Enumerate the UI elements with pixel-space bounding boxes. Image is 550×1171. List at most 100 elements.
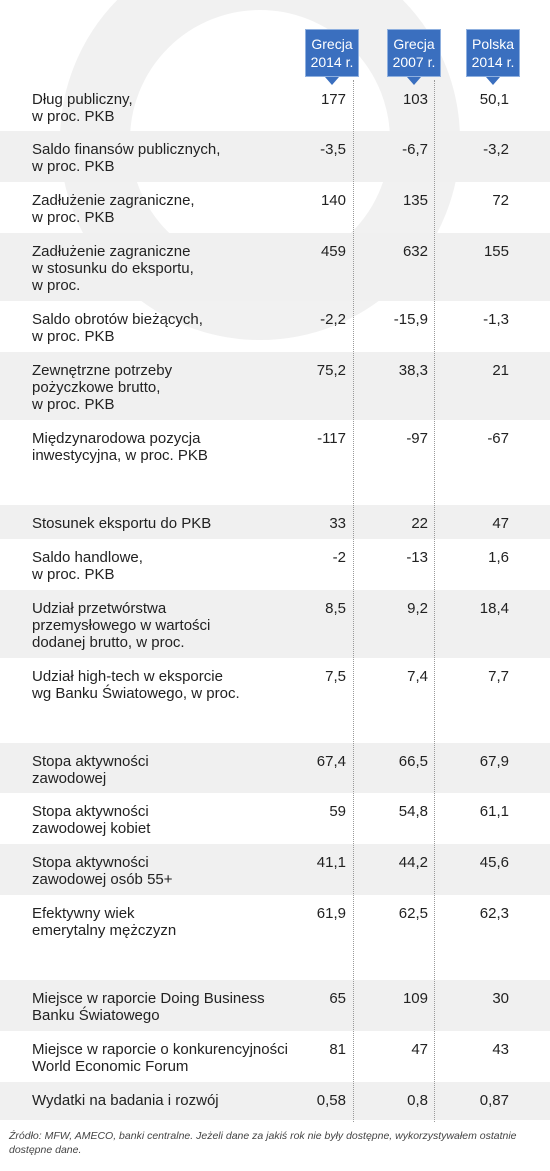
table-cell: 7,5 — [325, 668, 346, 685]
table-cell: 135 — [402, 192, 428, 209]
table-cell: -3,2 — [483, 141, 509, 158]
row-label-line: Saldo handlowe, — [32, 549, 143, 566]
table-cell: 61,9 — [316, 905, 346, 922]
table-cell: 0,87 — [479, 1092, 509, 1109]
row-label-line: w proc. PKB — [32, 566, 115, 583]
table-cell: 62,3 — [479, 905, 509, 922]
row-label-line: Saldo obrotów bieżących, — [32, 311, 203, 328]
table-cell: 0,8 — [407, 1092, 428, 1109]
table-cell: 177 — [320, 91, 346, 108]
row-label-line: Miejsce w raporcie Doing Business — [32, 990, 265, 1007]
table-row: Saldo handlowe, w proc. PKB -2 -13 1,6 — [0, 539, 550, 590]
table-row: Miejsce w raporcie o konkurencyjności Wor… — [0, 1031, 550, 1082]
table-cell: 75,2 — [316, 362, 346, 379]
table-cell: 33 — [329, 515, 346, 532]
table-cell: 66,5 — [398, 753, 428, 770]
row-label: Udział przetwórstwa przemysłowego w warto… — [32, 600, 302, 651]
row-label-line: w proc. PKB — [32, 328, 115, 345]
table-row: Stopa aktywności zawodowej osób 55+ 41,1 44… — [0, 844, 550, 895]
table-cell: -2,2 — [320, 311, 346, 328]
table-row: Stopa aktywności zawodowej 67,4 66,5 67,9 — [0, 743, 550, 793]
table-row: Udział przetwórstwa przemysłowego w warto… — [0, 590, 550, 658]
table-cell: -2 — [332, 549, 346, 566]
row-label: Efektywny wiek emerytalny mężczyzn — [32, 905, 302, 939]
table-cell: -67 — [487, 430, 509, 447]
table-cell: 38,3 — [398, 362, 428, 379]
table-row: Udział high-tech w eksporcie wg Banku Świ… — [0, 658, 550, 743]
row-label: Stopa aktywności zawodowej osób 55+ — [32, 854, 302, 888]
row-label-line: w proc. PKB — [32, 396, 115, 413]
column-header-polska-2014: Polska 2014 r. — [466, 29, 520, 85]
row-label-line: Banku Światowego — [32, 1007, 160, 1024]
row-label: Zadłużenie zagraniczne w stosunku do eksp… — [32, 243, 302, 294]
table-cell: -1,3 — [483, 311, 509, 328]
table-row: Dług publiczny, w proc. PKB 177 103 50,1 — [0, 81, 550, 131]
table-cell: -97 — [406, 430, 428, 447]
row-label-line: w proc. PKB — [32, 209, 115, 226]
row-label-line: w proc. — [32, 277, 81, 294]
column-header-line2: 2007 r. — [392, 54, 436, 70]
table-cell: 65 — [329, 990, 346, 1007]
table-row: Międzynarodowa pozycja inwestycyjna, w pr… — [0, 420, 550, 505]
table-cell: 59 — [329, 803, 346, 820]
column-header-line2: 2014 r. — [310, 54, 354, 70]
row-label: Saldo handlowe, w proc. PKB — [32, 549, 302, 583]
table-cell: 45,6 — [479, 854, 509, 871]
row-label-line: Wydatki na badania i rozwój — [32, 1092, 219, 1109]
row-label-line: emerytalny mężczyzn — [32, 922, 177, 939]
row-label-line: Efektywny wiek — [32, 905, 135, 922]
source-note: Źródło: MFW, AMECO, banki centralne. Jeż… — [9, 1130, 517, 1156]
table-cell: 81 — [329, 1041, 346, 1058]
table-row: Efektywny wiek emerytalny mężczyzn 61,9 62,… — [0, 895, 550, 980]
table-cell: -6,7 — [402, 141, 428, 158]
row-label-line: zawodowej — [32, 770, 107, 787]
row-label: Stopa aktywności zawodowej kobiet — [32, 803, 302, 837]
row-label-line: Stopa aktywności — [32, 803, 149, 820]
table-cell: 21 — [492, 362, 509, 379]
row-label-line: Udział high-tech w eksporcie — [32, 668, 223, 685]
table-cell: 140 — [320, 192, 346, 209]
row-label-line: Miejsce w raporcie o konkurencyjności — [32, 1041, 288, 1058]
row-label: Międzynarodowa pozycja inwestycyjna, w pr… — [32, 430, 302, 464]
column-header-line1: Grecja — [393, 36, 435, 52]
row-label-line: zawodowej kobiet — [32, 820, 151, 837]
table-row: Miejsce w raporcie Doing Business Banku Ś… — [0, 980, 550, 1031]
table-cell: 155 — [483, 243, 509, 260]
row-label: Miejsce w raporcie o konkurencyjności Wor… — [32, 1041, 302, 1075]
table-cell: 459 — [320, 243, 346, 260]
table-cell: 47 — [411, 1041, 428, 1058]
row-label-line: Udział przetwórstwa — [32, 600, 167, 617]
row-label: Dług publiczny, w proc. PKB — [32, 91, 302, 125]
table-row: Wydatki na badania i rozwój 0,58 0,8 0,87 — [0, 1082, 550, 1120]
table-cell: 7,4 — [407, 668, 428, 685]
table-cell: 632 — [402, 243, 428, 260]
column-header-line1: Polska — [471, 36, 515, 52]
table-cell: 50,1 — [479, 91, 509, 108]
row-label-line: Dług publiczny, — [32, 91, 133, 108]
table-row: Zadłużenie zagraniczne, w proc. PKB 140 135… — [0, 182, 550, 233]
table-cell: 8,5 — [325, 600, 346, 617]
table-cell: 54,8 — [398, 803, 428, 820]
row-label: Miejsce w raporcie Doing Business Banku Ś… — [32, 990, 302, 1024]
column-header-grecja-2014: Grecja 2014 r. — [305, 29, 359, 85]
row-label: Udział high-tech w eksporcie wg Banku Świ… — [32, 668, 302, 702]
row-label: Zadłużenie zagraniczne, w proc. PKB — [32, 192, 302, 226]
row-label-line: Stopa aktywności — [32, 854, 149, 871]
column-header-line1: Grecja — [311, 36, 353, 52]
column-headers: Grecja 2014 r. Grecja 2007 r. Polska 201… — [0, 29, 550, 85]
table-cell: 103 — [402, 91, 428, 108]
row-label: Stosunek eksportu do PKB — [32, 515, 302, 532]
row-label-line: dodanej brutto, w proc. — [32, 634, 185, 651]
table-cell: 62,5 — [398, 905, 428, 922]
row-label: Zewnętrzne potrzeby pożyczkowe brutto, w p… — [32, 362, 302, 413]
table-cell: 72 — [492, 192, 509, 209]
column-header-grecja-2007: Grecja 2007 r. — [387, 29, 441, 85]
row-label-line: Stopa aktywności — [32, 753, 149, 770]
row-label-line: zawodowej osób 55+ — [32, 871, 173, 888]
table-row: Stosunek eksportu do PKB 33 22 47 — [0, 505, 550, 539]
row-label-line: World Economic Forum — [32, 1058, 189, 1075]
table-cell: 7,7 — [488, 668, 509, 685]
row-label-line: przemysłowego w wartości — [32, 617, 211, 634]
row-label: Wydatki na badania i rozwój — [32, 1092, 302, 1109]
row-label-line: Zadłużenie zagraniczne — [32, 243, 191, 260]
